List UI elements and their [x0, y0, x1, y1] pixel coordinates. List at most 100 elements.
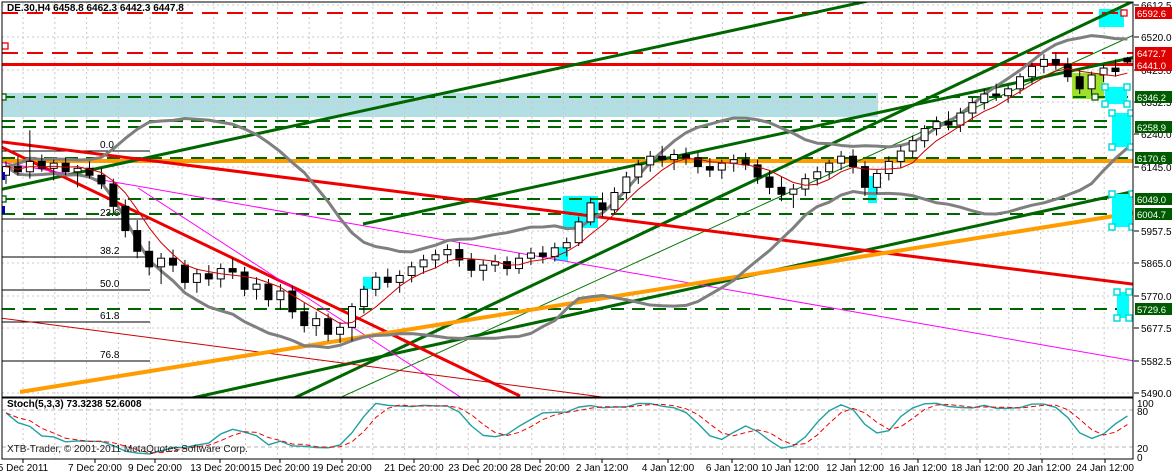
stoch-pane-border	[1, 397, 1134, 460]
candle	[622, 176, 631, 194]
selection-handle[interactable]	[1113, 288, 1121, 296]
price-badge	[1135, 59, 1172, 71]
svg-text:6 Jan 12:00: 6 Jan 12:00	[706, 463, 759, 474]
svg-text:6441.0: 6441.0	[1137, 61, 1166, 72]
svg-text:6612.5: 6612.5	[1141, 1, 1172, 12]
selection-handle[interactable]	[1108, 223, 1116, 231]
stoch-grid	[2, 398, 1133, 459]
candle	[240, 271, 249, 290]
price-badge	[1135, 303, 1172, 315]
svg-text:2 Jan 12:00: 2 Jan 12:00	[576, 463, 629, 474]
candle	[204, 273, 213, 280]
candle	[395, 274, 404, 283]
price-axis[interactable]: 6612.5 6520.0 6425.0 6332.5 6240.0 6145.0 5957…	[1134, 1, 1172, 464]
candle	[813, 171, 822, 180]
candle	[526, 252, 535, 259]
main-price-pane[interactable]: 0.023.638.250.061.876.8	[0, 0, 1145, 400]
candle	[550, 247, 559, 257]
line-handle[interactable]	[1120, 9, 1128, 17]
main-pane-border	[1, 1, 1134, 398]
candle	[121, 205, 130, 232]
selection-handle[interactable]	[1113, 314, 1121, 322]
line-handle[interactable]	[0, 195, 7, 203]
svg-text:5490.0: 5490.0	[1141, 389, 1172, 400]
selection-handle[interactable]	[1108, 143, 1116, 151]
candle	[180, 264, 189, 283]
candle	[968, 102, 977, 114]
candle	[324, 318, 333, 335]
stochastic-indicator-label: Stoch(5,3,3) 73.3238 52.6008	[7, 399, 142, 410]
candle	[538, 252, 547, 257]
platform-copyright: XTB-Trader, © 2001-2011 MetaQuotes Softw…	[7, 444, 248, 455]
svg-text:38.2: 38.2	[100, 246, 120, 257]
selection-handle[interactable]	[1127, 143, 1134, 151]
candle	[586, 202, 595, 223]
selection-handle[interactable]	[1101, 83, 1109, 91]
line-handle[interactable]	[0, 93, 7, 101]
candle	[300, 311, 309, 327]
selection-handle[interactable]	[1128, 190, 1135, 198]
svg-text:5770.0: 5770.0	[1141, 292, 1172, 303]
selection-handle[interactable]	[1128, 223, 1135, 231]
candle	[407, 266, 416, 276]
candlesticks	[2, 52, 1132, 343]
candle	[228, 268, 237, 273]
svg-text:15 Dec 20:00: 15 Dec 20:00	[250, 463, 310, 474]
candle	[1111, 67, 1120, 73]
candle	[455, 249, 464, 261]
supply-zone-band[interactable]	[2, 93, 878, 117]
candle	[347, 306, 356, 328]
svg-text:4 Jan 12:00: 4 Jan 12:00	[642, 463, 695, 474]
selection-handle[interactable]	[1127, 109, 1134, 117]
selected-cyan-boxes[interactable]	[0, 9, 1135, 322]
candle	[980, 93, 989, 104]
svg-text:19 Dec 20:00: 19 Dec 20:00	[312, 463, 372, 474]
highlight-boxes[interactable]	[363, 9, 1124, 289]
candle	[849, 155, 858, 168]
candle	[956, 112, 965, 126]
svg-text:5729.6: 5729.6	[1137, 305, 1166, 316]
stochastic-pane[interactable]	[0, 398, 1133, 459]
price-badge	[1135, 91, 1172, 103]
selection-handle[interactable]	[1123, 100, 1131, 108]
candle	[383, 276, 392, 283]
blue-marker	[2, 172, 5, 180]
selection-handle[interactable]	[1125, 288, 1133, 296]
svg-text:10 Jan 12:00: 10 Jan 12:00	[761, 463, 819, 474]
svg-text:6004.7: 6004.7	[1137, 210, 1166, 221]
candle	[944, 121, 953, 126]
line-handle[interactable]	[1091, 93, 1099, 101]
selection-handle[interactable]	[1108, 190, 1116, 198]
candle	[932, 121, 941, 130]
candle	[574, 221, 583, 244]
candle	[1051, 58, 1060, 66]
horizontal-level-lines[interactable]	[2, 12, 1133, 310]
candle	[1016, 76, 1025, 90]
svg-text:0.0: 0.0	[100, 140, 114, 151]
candle	[646, 155, 655, 166]
candle	[514, 257, 523, 270]
svg-text:6170.6: 6170.6	[1137, 154, 1166, 165]
candle	[789, 188, 798, 195]
cyan-highlight-box[interactable]	[868, 176, 877, 203]
price-badge	[1135, 208, 1172, 220]
selection-handle[interactable]	[1125, 314, 1133, 322]
candle	[37, 160, 46, 169]
chart-title: DE.30,H4 6458.8 6462.3 6442.3 6447.8	[7, 3, 184, 14]
candle	[693, 157, 702, 168]
svg-text:20: 20	[1137, 444, 1149, 455]
candle	[73, 167, 82, 173]
candle	[371, 276, 380, 290]
selection-handle[interactable]	[1108, 109, 1116, 117]
line-handle[interactable]	[2, 42, 9, 50]
selection-handle[interactable]	[1123, 83, 1131, 91]
selection-handle[interactable]	[1101, 100, 1109, 108]
svg-text:6520.0: 6520.0	[1141, 33, 1172, 44]
svg-text:6346.2: 6346.2	[1137, 93, 1166, 104]
candle	[288, 290, 297, 313]
candle	[884, 160, 893, 175]
candle	[753, 164, 762, 178]
svg-text:6592.6: 6592.6	[1137, 9, 1166, 20]
time-axis[interactable]: 5 Dec 2011 7 Dec 20:00 9 Dec 20:00 13 Dec 2…	[0, 459, 1134, 474]
